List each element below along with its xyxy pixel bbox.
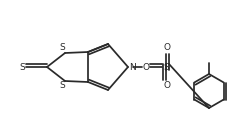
Text: N: N bbox=[130, 62, 136, 72]
Text: O: O bbox=[164, 44, 170, 53]
Text: S: S bbox=[59, 44, 65, 53]
Text: S: S bbox=[19, 62, 25, 72]
Text: S: S bbox=[59, 81, 65, 90]
Text: O: O bbox=[164, 81, 170, 90]
Text: S: S bbox=[163, 62, 169, 72]
Text: O: O bbox=[142, 62, 150, 72]
